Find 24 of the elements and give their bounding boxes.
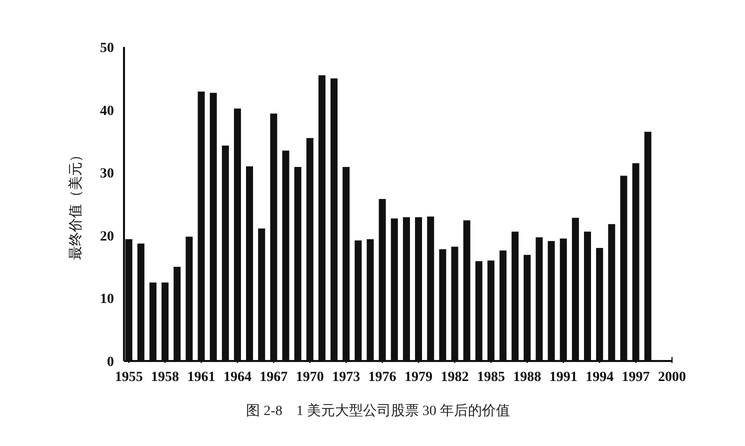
x-tick-label: 1967 xyxy=(260,370,288,385)
x-tick-label: 1976 xyxy=(368,370,396,385)
x-tick-label: 1991 xyxy=(549,370,578,385)
y-tick-label: 40 xyxy=(100,104,114,119)
y-tick-label: 20 xyxy=(100,229,114,244)
x-tick-label: 1997 xyxy=(622,370,650,385)
y-tick-label: 10 xyxy=(100,292,114,308)
x-tick-label: 1961 xyxy=(187,370,216,385)
y-tick-label: 0 xyxy=(107,355,114,370)
x-tick-label: 1955 xyxy=(114,370,143,385)
x-tick-label: 1970 xyxy=(296,370,324,385)
x-tick-label: 1973 xyxy=(332,370,360,385)
x-tick-label: 1979 xyxy=(404,370,433,385)
x-tick-label: 1982 xyxy=(440,370,469,385)
y-axis-title: 最终价值（美元） xyxy=(68,148,84,260)
x-tick-label: 1964 xyxy=(223,370,252,385)
x-tick-label: 1994 xyxy=(586,370,614,385)
y-tick-label: 50 xyxy=(100,41,114,56)
x-tick-label: 1985 xyxy=(476,370,505,385)
x-tick-label: 1988 xyxy=(513,370,542,385)
x-tick-label: 1958 xyxy=(151,370,180,385)
text: 图 2-8 1 美元大型公司股票 30 年后的价值 xyxy=(246,403,510,419)
x-tick-label: 2000 xyxy=(658,370,686,385)
y-tick-label: 30 xyxy=(100,166,114,182)
